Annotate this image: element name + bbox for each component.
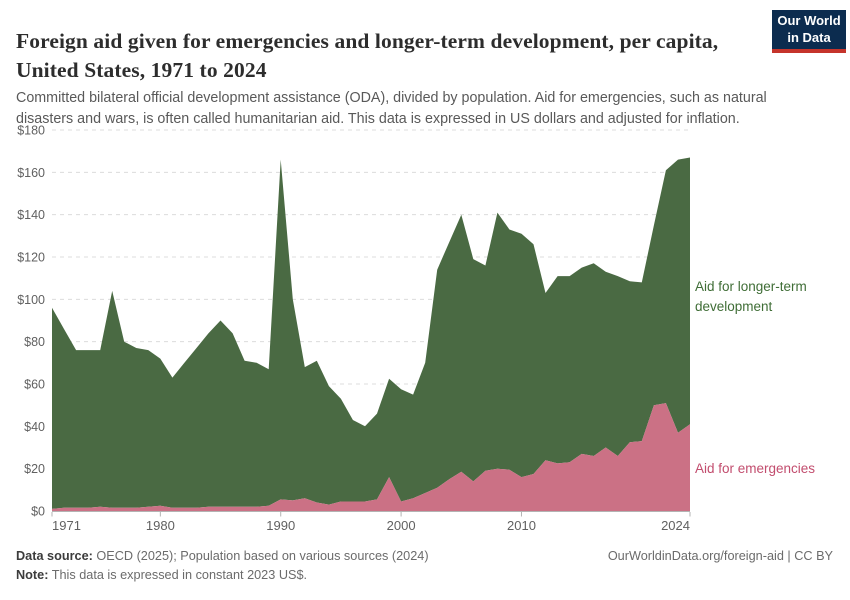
chart-subtitle: Committed bilateral official development…	[16, 90, 767, 128]
x-axis-label: 2000	[387, 518, 416, 533]
plot-area[interactable]: $0 $20 $40 $60 $80 $100 $120 $140 $160 $180 1971 19…	[0, 120, 850, 540]
note-label: Note:	[16, 568, 49, 582]
footer-row-1: Data source: OECD (2025); Population bas…	[16, 549, 833, 563]
area-longer-term-development[interactable]	[52, 157, 690, 509]
x-axis-label: 1971	[52, 518, 81, 533]
owid-logo-line1: Our World	[777, 13, 841, 29]
y-axis-label: $80	[24, 335, 45, 349]
chart-title: Foreign aid given for emergencies and lo…	[16, 29, 719, 82]
area-emergencies[interactable]	[52, 403, 690, 511]
y-axis-label: $100	[17, 293, 45, 307]
y-axis-label: $40	[24, 420, 45, 434]
y-axis-label: $120	[17, 251, 45, 265]
x-axis-label: 2024	[661, 518, 690, 533]
owid-logo-line2: in Data	[787, 29, 831, 45]
footer-row-2: Note: This data is expressed in constant…	[16, 568, 833, 582]
y-axis-label: $160	[17, 166, 45, 180]
x-axis-label: 1980	[146, 518, 175, 533]
x-axis-label: 2010	[507, 518, 536, 533]
data-source-label: Data source:	[16, 549, 93, 563]
y-axis-label: $140	[17, 208, 45, 222]
owid-url-link[interactable]: OurWorldinData.org/foreign-aid | CC BY	[607, 549, 833, 563]
owid-logo[interactable]: Our World in Data	[772, 10, 846, 53]
y-axis-label: $60	[24, 378, 45, 392]
series-label-longer-term: Aid for longer-term development	[695, 279, 807, 315]
x-axis-label: 1990	[266, 518, 295, 533]
series-label-emergencies: Aid for emergencies	[695, 461, 816, 476]
data-source-text: Data source: OECD (2025); Population bas…	[16, 549, 429, 563]
data-source-value: OECD (2025); Population based on various…	[92, 549, 429, 563]
y-axis-label: $0	[31, 505, 45, 519]
y-axis-label: $180	[17, 124, 45, 138]
y-axis-label: $20	[24, 462, 45, 476]
note-value: This data is expressed in constant 2023 …	[48, 568, 308, 582]
